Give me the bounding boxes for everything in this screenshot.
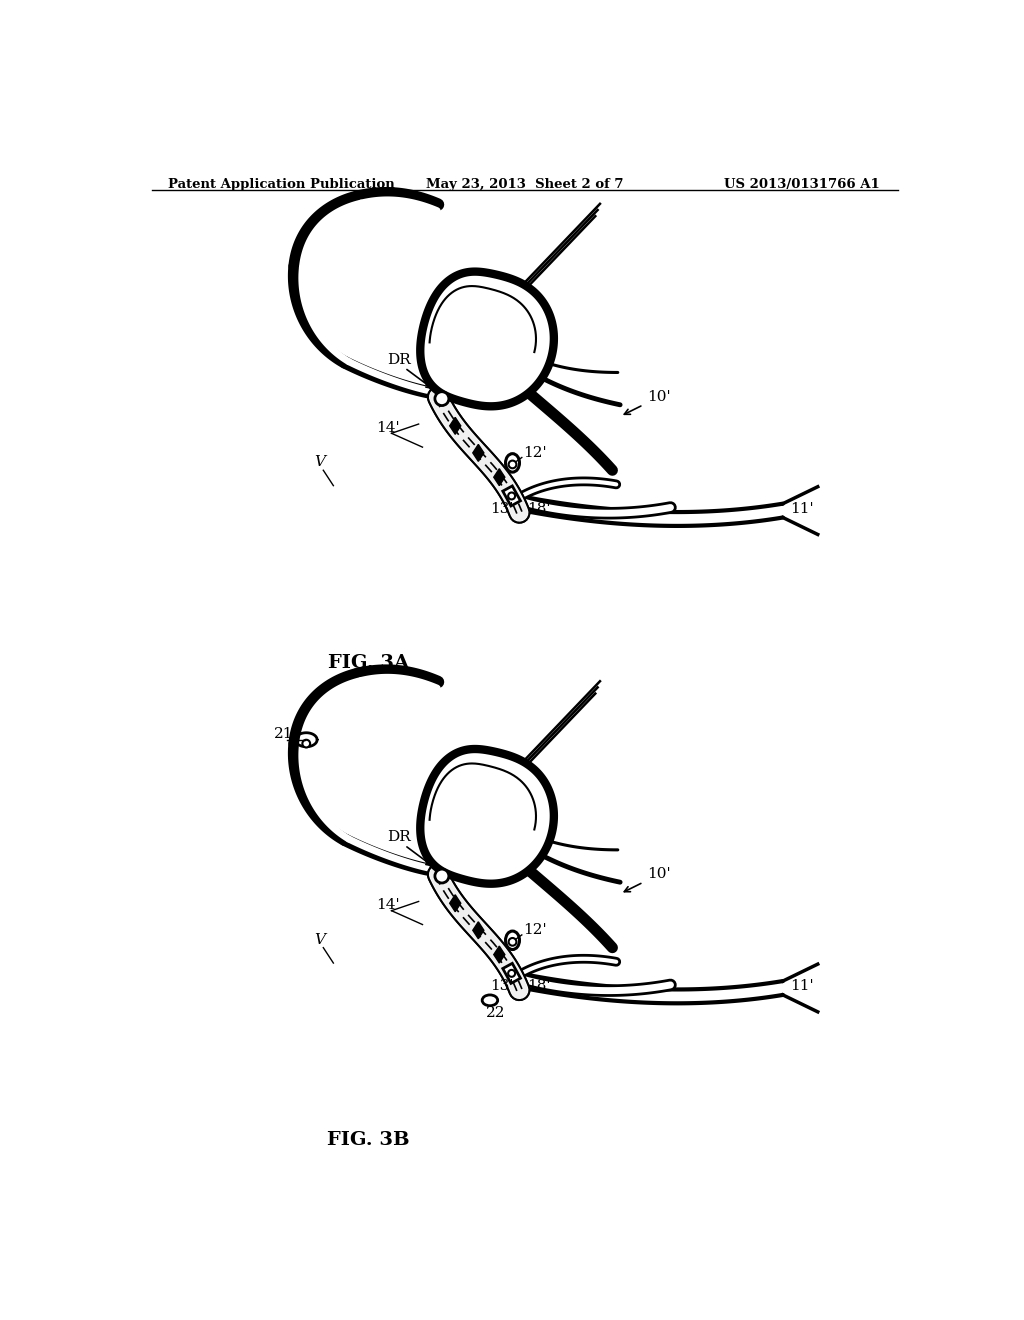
Circle shape <box>435 869 449 883</box>
Polygon shape <box>450 417 461 434</box>
Text: 11': 11' <box>791 502 814 516</box>
Text: 13': 13' <box>489 502 513 516</box>
Text: 18': 18' <box>527 502 551 516</box>
Text: 14': 14' <box>376 421 399 434</box>
Ellipse shape <box>482 995 498 1006</box>
Text: FIG. 3A: FIG. 3A <box>328 653 409 672</box>
Polygon shape <box>473 921 484 939</box>
Text: May 23, 2013  Sheet 2 of 7: May 23, 2013 Sheet 2 of 7 <box>426 178 624 190</box>
Circle shape <box>302 739 310 747</box>
Polygon shape <box>473 445 484 462</box>
Text: FIG. 3B: FIG. 3B <box>327 1131 410 1150</box>
Text: 22: 22 <box>486 1006 506 1020</box>
Text: 12': 12' <box>523 446 547 459</box>
Polygon shape <box>503 486 520 506</box>
Polygon shape <box>420 272 554 407</box>
Text: 18': 18' <box>527 979 551 993</box>
Text: 21: 21 <box>273 727 293 742</box>
Text: US 2013/0131766 A1: US 2013/0131766 A1 <box>724 178 880 190</box>
Circle shape <box>435 392 449 405</box>
Polygon shape <box>420 748 554 883</box>
Circle shape <box>509 939 516 945</box>
Text: 14': 14' <box>376 898 399 912</box>
Text: DR: DR <box>388 830 412 845</box>
Text: Patent Application Publication: Patent Application Publication <box>168 178 395 190</box>
Polygon shape <box>450 895 461 912</box>
Text: V: V <box>314 455 325 470</box>
Polygon shape <box>494 946 505 964</box>
Text: 12': 12' <box>523 923 547 937</box>
Polygon shape <box>503 964 520 983</box>
Text: V: V <box>314 933 325 946</box>
Text: 13': 13' <box>489 979 513 993</box>
Text: 10': 10' <box>647 389 671 404</box>
Polygon shape <box>494 469 505 486</box>
Ellipse shape <box>506 454 519 473</box>
Text: 10': 10' <box>647 867 671 882</box>
Circle shape <box>508 492 515 499</box>
Circle shape <box>508 970 515 977</box>
Text: 11': 11' <box>791 979 814 993</box>
Ellipse shape <box>506 931 519 949</box>
Text: DR: DR <box>388 352 412 367</box>
Circle shape <box>509 461 516 469</box>
